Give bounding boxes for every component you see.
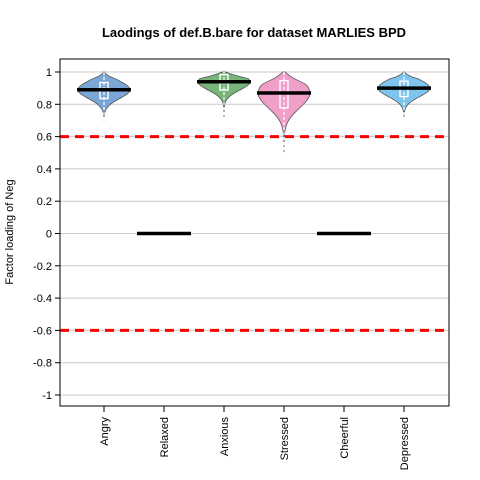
y-tick-label: -1 [42,390,52,402]
y-tick-label: -0.2 [33,261,52,273]
grid-lines [60,72,449,395]
y-tick-label: 0.4 [37,164,52,176]
y-axis: -1 -0.8 -0.6 -0.4 -0.2 0 0.2 0.4 0.6 0.8 1 [33,67,60,402]
x-tick-label-relaxed: Relaxed [159,417,171,457]
violin-stressed [258,72,310,154]
y-tick-label: -0.8 [33,358,52,370]
y-tick-label: 0.8 [37,99,52,111]
y-tick-label: -0.6 [33,325,52,337]
x-tick-label-depressed: Depressed [399,417,411,470]
y-axis-label: Factor loading of Neg [4,179,16,284]
y-tick-label: 1 [46,67,52,79]
violins [78,72,430,154]
x-tick-label-cheerful: Cheerful [339,417,351,459]
x-tick-label-angry: Angry [99,417,111,446]
chart-title: Laodings of def.B.bare for dataset MARLI… [102,25,406,40]
x-axis: Angry Relaxed Anxious Stressed Cheerful Depre… [99,406,411,470]
y-tick-label: 0 [46,229,52,241]
y-tick-label: 0.2 [37,196,52,208]
y-tick-label: -0.4 [33,293,52,305]
x-tick-label-stressed: Stressed [279,417,291,460]
violin-angry [78,72,130,120]
y-tick-label: 0.6 [37,132,52,144]
violin-depressed [378,72,430,119]
violin-anxious [198,72,250,119]
x-tick-label-anxious: Anxious [219,417,231,457]
plot-frame [60,59,449,406]
